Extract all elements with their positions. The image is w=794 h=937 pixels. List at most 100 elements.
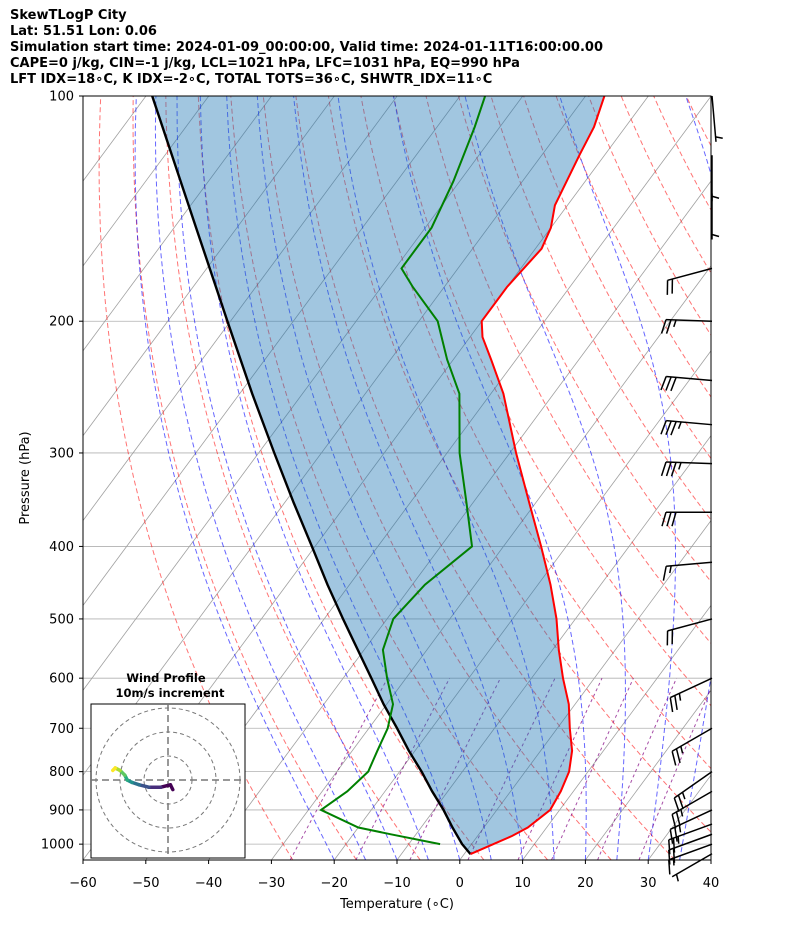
wind-barb-flag [671, 751, 677, 766]
wind-barb-staff [669, 677, 713, 699]
dry-adiabat [165, 96, 421, 860]
moist-adiabat [176, 96, 398, 860]
wind-barb-staff [669, 809, 713, 831]
wind-barb [668, 843, 713, 875]
cin-shading [152, 96, 605, 855]
x-tick-label: −20 [320, 876, 347, 891]
wind-barb-half-flag [680, 809, 684, 817]
profiles [151, 96, 606, 856]
wind-barb-staff [666, 318, 713, 322]
x-tick-label: 0 [456, 876, 464, 891]
moist-adiabat [256, 96, 492, 860]
wind-barb-flag [670, 462, 677, 477]
dry-adiabat [230, 96, 548, 860]
wind-barb-staff [667, 267, 713, 282]
y-axis-label: Pressure (hPa) [18, 431, 33, 524]
wind-barb-staff [668, 843, 713, 861]
cape-cin-fill [152, 96, 605, 855]
time-line: Simulation start time: 2024-01-09_00:00:… [10, 40, 603, 55]
wind-barb-staff [666, 461, 713, 465]
wind-barb-flag [660, 461, 667, 477]
axis-ticks: −60 −50 −40 −30 −20 −10 0 10 20 30 40 100 200 300 400 5… [41, 90, 719, 892]
wind-barb-flag [665, 319, 672, 334]
moist-adiabat [559, 96, 676, 860]
wind-barbs [660, 95, 723, 882]
wind-barb-half-flag [675, 874, 679, 882]
dry-adiabat [784, 96, 794, 860]
dry-adiabat [197, 96, 485, 860]
wind-barb-half-flag [673, 319, 677, 328]
dry-adiabat [360, 96, 711, 770]
wind-barb-flag [660, 319, 667, 334]
dry-adiabat [588, 96, 711, 337]
moist-adiabat [464, 96, 626, 860]
wind-barb-half-flag [677, 836, 680, 844]
parcel-profile-line [151, 96, 472, 855]
dewpoint-line [319, 96, 487, 846]
wind-barb-staff [671, 853, 713, 878]
x-axis-label: Temperature (∘C) [339, 897, 454, 912]
wind-barb-staff [671, 727, 713, 752]
isotherm [208, 180, 711, 860]
wind-barb-half-flag [669, 565, 672, 574]
isotherm [83, 96, 461, 607]
isotherm [585, 689, 711, 860]
x-tick-label: 40 [703, 876, 720, 891]
wind-barb [666, 618, 713, 646]
x-tick-label: 20 [577, 876, 594, 891]
y-tick-label: 400 [49, 540, 74, 555]
wind-barb-flag [665, 461, 672, 477]
x-tick-label: 30 [640, 876, 657, 891]
dry-adiabat [751, 96, 794, 860]
wind-barb-flag [668, 839, 671, 855]
wind-barb [711, 155, 720, 202]
dry-adiabat [490, 96, 711, 521]
wind-barb-flag [662, 566, 667, 581]
wind-barb [666, 267, 713, 295]
x-tick-label: −50 [132, 876, 159, 891]
wind-barb-flag [670, 421, 677, 436]
wind-barb [669, 809, 713, 844]
wind-barb-half-flag [680, 746, 684, 754]
hodograph-plot [91, 704, 245, 858]
wind-barb-flag [665, 376, 672, 391]
wind-barb-staff [667, 618, 713, 632]
dry-adiabat [653, 96, 711, 211]
isotherm [83, 96, 524, 691]
wind-barb-staff [668, 833, 713, 851]
wind-barb-flag [677, 794, 684, 810]
isotherm [333, 350, 711, 860]
wind-barb-flag [674, 827, 678, 842]
isotherm [83, 96, 272, 352]
moist-adiabat [199, 96, 429, 860]
isotherm [271, 265, 711, 860]
mixing-ratio-line [289, 677, 389, 860]
y-tick-label: 700 [49, 722, 74, 737]
moist-adiabat [226, 96, 461, 860]
y-tick-label: 900 [49, 803, 74, 818]
mixing-ratio-line [409, 677, 501, 860]
wind-barb [662, 561, 713, 581]
wind-barb-flag [675, 748, 681, 764]
wind-barb-half-flag [711, 195, 720, 199]
moist-adiabat [293, 96, 524, 860]
y-tick-label: 100 [49, 90, 74, 105]
temperature-line [470, 96, 606, 856]
wind-barb-flag [669, 697, 674, 713]
wind-barb-flag [674, 695, 678, 710]
wind-barb-staff [666, 419, 713, 426]
x-tick-label: −30 [258, 876, 285, 891]
wind-barb-flag [665, 420, 672, 435]
wind-barb [669, 677, 713, 713]
wind-barb-staff [673, 771, 713, 799]
wind-barb [661, 511, 712, 527]
mixing-ratio-line [638, 686, 711, 860]
y-tick-label: 500 [49, 612, 74, 627]
y-tick-label: 200 [49, 315, 74, 330]
wind-barb-flag [660, 376, 667, 391]
dry-adiabat [719, 96, 794, 860]
wind-barb-staff [666, 561, 713, 568]
indices-line-2: LFT IDX=18∘C, K IDX=-2∘C, TOTAL TOTS=36∘… [10, 72, 493, 87]
x-tick-label: −10 [383, 876, 410, 891]
